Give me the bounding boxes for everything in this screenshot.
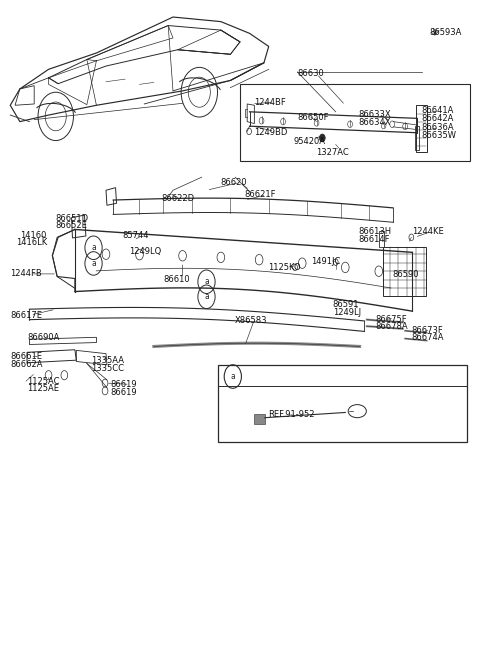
Text: 1491JC: 1491JC — [311, 257, 340, 266]
Text: 86591: 86591 — [333, 300, 360, 309]
Bar — [218, 365, 468, 442]
Text: 1327AC: 1327AC — [317, 148, 349, 157]
Text: 86678A: 86678A — [375, 322, 408, 331]
Text: 86619: 86619 — [111, 380, 137, 389]
Text: 1249LJ: 1249LJ — [333, 308, 361, 317]
Bar — [240, 84, 470, 161]
Text: 95420A: 95420A — [294, 137, 325, 145]
Text: 86651D: 86651D — [56, 214, 89, 223]
Text: 86661E: 86661E — [10, 352, 42, 361]
Text: 86652E: 86652E — [56, 221, 88, 230]
Text: 86613H: 86613H — [359, 227, 392, 236]
Text: X86583: X86583 — [235, 316, 268, 325]
Text: 86636A: 86636A — [421, 123, 454, 132]
Text: 86590: 86590 — [392, 270, 419, 279]
Text: 86690A: 86690A — [27, 333, 60, 343]
Text: 1244KE: 1244KE — [412, 227, 444, 236]
Text: 86673F: 86673F — [411, 326, 443, 335]
Text: 86662A: 86662A — [10, 360, 43, 369]
Text: 86642A: 86642A — [421, 114, 453, 123]
Text: 1125KO: 1125KO — [268, 263, 300, 272]
Text: 86674A: 86674A — [411, 333, 444, 343]
Text: 1335CC: 1335CC — [91, 364, 124, 373]
Text: 14160: 14160 — [20, 231, 46, 240]
Text: 86610: 86610 — [163, 274, 190, 284]
Text: 1249BD: 1249BD — [254, 128, 288, 138]
Text: a: a — [91, 259, 96, 268]
Text: a: a — [230, 372, 235, 381]
Text: 85744: 85744 — [123, 231, 149, 240]
Text: a: a — [204, 292, 209, 301]
Text: REF.91-952: REF.91-952 — [268, 410, 314, 419]
Text: 86650F: 86650F — [298, 113, 329, 122]
Text: 1335AA: 1335AA — [91, 356, 124, 365]
Text: 1249LQ: 1249LQ — [129, 247, 161, 256]
Bar — [383, 247, 426, 296]
Text: 1244FB: 1244FB — [10, 269, 42, 278]
Text: 1416LK: 1416LK — [16, 238, 48, 247]
Text: 86593A: 86593A — [429, 28, 461, 37]
Text: 86635W: 86635W — [421, 132, 456, 140]
Text: 86675F: 86675F — [375, 314, 407, 324]
Text: 1125AE: 1125AE — [27, 384, 59, 394]
Bar — [254, 415, 265, 424]
Text: 86622D: 86622D — [161, 195, 194, 203]
Text: a: a — [91, 243, 96, 252]
Text: 86634X: 86634X — [359, 118, 391, 127]
Text: 86619: 86619 — [111, 388, 137, 397]
Text: 86641A: 86641A — [421, 106, 453, 115]
Text: 86617E: 86617E — [10, 310, 42, 320]
Text: 86633X: 86633X — [359, 110, 391, 119]
Text: a: a — [204, 277, 209, 286]
Text: 86630: 86630 — [298, 69, 324, 79]
Text: 86621F: 86621F — [245, 191, 276, 199]
Text: 86614F: 86614F — [359, 234, 390, 244]
Text: 86620: 86620 — [221, 178, 248, 187]
Text: 1125AC: 1125AC — [27, 377, 60, 386]
Circle shape — [320, 134, 325, 142]
Text: 1244BF: 1244BF — [254, 98, 286, 107]
